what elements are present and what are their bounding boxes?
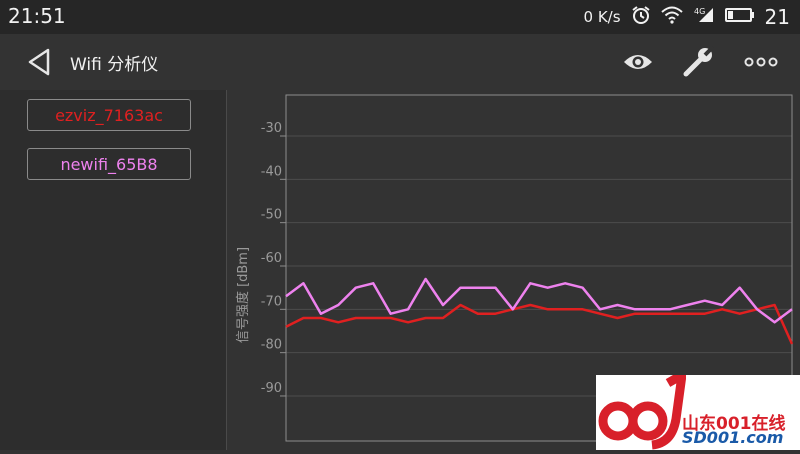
y-tick-label: -80 [261, 338, 282, 353]
watermark: 山东001在线 SD001.com [596, 366, 800, 450]
status-icons: 0 K/s 4G 21 [584, 5, 790, 29]
network-item-newifi[interactable]: newifi_65B8 [27, 148, 191, 180]
network-label: ezviz_7163ac [55, 105, 163, 125]
app-bar-actions [622, 46, 778, 78]
watermark-text-cn: 山东001在线 [682, 414, 786, 434]
signal-chart: -30 -40 -50 -60 -70 -80 -90 信号强度 [dBm] [235, 94, 794, 442]
y-tick-label: -90 [261, 381, 282, 396]
y-axis-label: 信号强度 [dBm] [235, 247, 251, 343]
status-time: 21:51 [8, 4, 66, 28]
alarm-icon [631, 5, 651, 29]
back-icon[interactable] [26, 48, 52, 80]
y-tick-labels: -30 -40 -50 -60 -70 -80 -90 [261, 121, 286, 397]
net-speed: 0 K/s [583, 8, 621, 26]
wifi-icon [660, 6, 683, 28]
more-icon[interactable] [744, 57, 778, 67]
status-bar: 21:51 0 K/s 4G 21 [0, 0, 800, 34]
battery-level: 21 [764, 5, 790, 29]
watermark-logo-icon [598, 366, 688, 450]
y-tick-label: -40 [261, 164, 282, 179]
series-lines [285, 277, 794, 345]
series-line-newifi_65B8 [285, 277, 793, 324]
signal-icon: 4G [693, 6, 715, 28]
y-tick-label: -60 [261, 251, 282, 266]
y-tick-label: -70 [261, 294, 282, 309]
y-tick-label: -30 [261, 121, 282, 136]
battery-icon [724, 7, 755, 27]
wrench-icon[interactable] [682, 46, 716, 78]
network-list: ezviz_7163ac newifi_65B8 [0, 90, 226, 450]
watermark-text-en: SD001.com [682, 428, 784, 447]
eye-icon[interactable] [622, 50, 654, 74]
page-title: Wifi 分析仪 [70, 55, 159, 75]
app-bar: Wifi 分析仪 [0, 34, 800, 90]
series-line-ezviz_7163ac [285, 303, 794, 345]
network-label: newifi_65B8 [60, 154, 158, 174]
plot-frame [285, 94, 793, 442]
network-item-ezviz[interactable]: ezviz_7163ac [27, 99, 191, 131]
network-type: 4G [694, 7, 705, 16]
y-grid [286, 135, 792, 397]
panel-divider [226, 90, 227, 450]
y-tick-label: -50 [261, 208, 282, 223]
